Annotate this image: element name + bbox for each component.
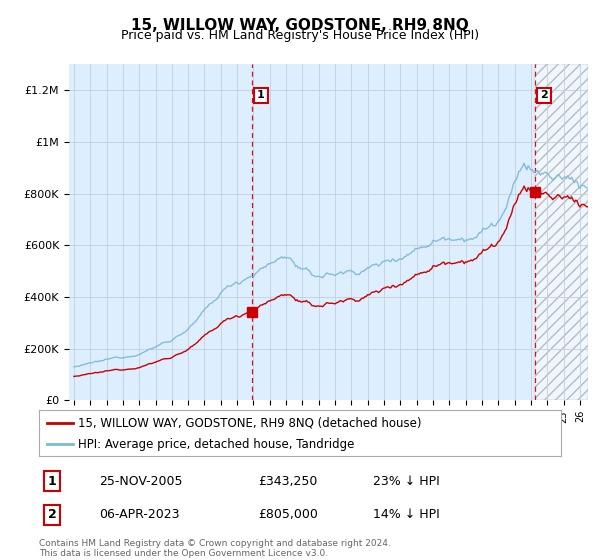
Text: £343,250: £343,250: [258, 475, 317, 488]
Text: 2: 2: [47, 508, 56, 521]
Text: 23% ↓ HPI: 23% ↓ HPI: [373, 475, 440, 488]
Text: 25-NOV-2005: 25-NOV-2005: [99, 475, 182, 488]
Bar: [535, 64, 588, 400]
Text: £805,000: £805,000: [258, 508, 318, 521]
Text: 1: 1: [47, 475, 56, 488]
Text: 14% ↓ HPI: 14% ↓ HPI: [373, 508, 440, 521]
Text: 06-APR-2023: 06-APR-2023: [99, 508, 179, 521]
Bar: [535, 64, 588, 400]
Text: 1: 1: [257, 90, 265, 100]
Text: HPI: Average price, detached house, Tandridge: HPI: Average price, detached house, Tand…: [78, 437, 355, 450]
Text: 2: 2: [540, 90, 548, 100]
Text: Contains HM Land Registry data © Crown copyright and database right 2024.
This d: Contains HM Land Registry data © Crown c…: [39, 539, 391, 558]
Text: 15, WILLOW WAY, GODSTONE, RH9 8NQ (detached house): 15, WILLOW WAY, GODSTONE, RH9 8NQ (detac…: [78, 417, 422, 430]
Text: 15, WILLOW WAY, GODSTONE, RH9 8NQ: 15, WILLOW WAY, GODSTONE, RH9 8NQ: [131, 18, 469, 33]
Text: Price paid vs. HM Land Registry's House Price Index (HPI): Price paid vs. HM Land Registry's House …: [121, 29, 479, 42]
